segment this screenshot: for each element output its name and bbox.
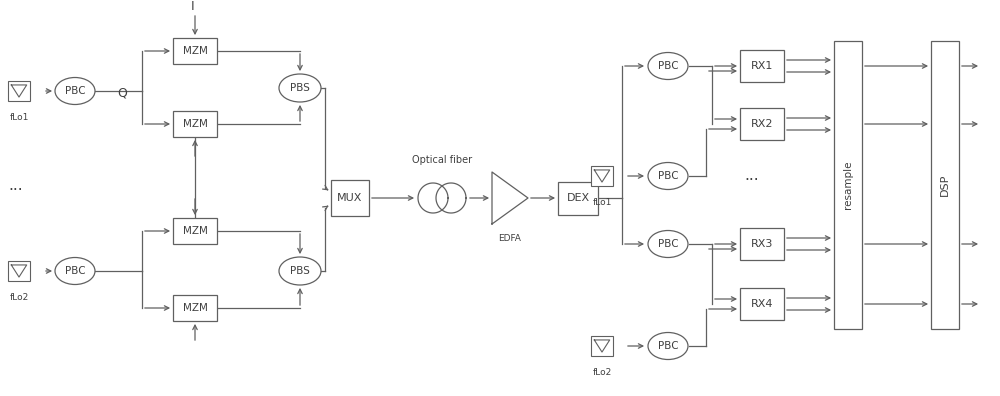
- Text: RX3: RX3: [751, 239, 773, 249]
- Text: RX1: RX1: [751, 61, 773, 71]
- Ellipse shape: [648, 53, 688, 80]
- Ellipse shape: [648, 230, 688, 257]
- Text: resample: resample: [843, 161, 853, 209]
- Text: PBC: PBC: [658, 61, 678, 71]
- Text: MZM: MZM: [183, 226, 207, 236]
- Text: ...: ...: [745, 169, 759, 183]
- Bar: [558, 181, 598, 215]
- Text: I: I: [191, 0, 195, 13]
- Text: PBC: PBC: [658, 341, 678, 351]
- Ellipse shape: [648, 333, 688, 360]
- Text: fLo2: fLo2: [592, 368, 612, 377]
- Text: PBC: PBC: [65, 266, 85, 276]
- Text: ...: ...: [8, 179, 23, 194]
- Bar: [834, 41, 862, 329]
- Text: PBS: PBS: [290, 266, 310, 276]
- Bar: [591, 336, 613, 356]
- Text: Optical fiber: Optical fiber: [412, 155, 472, 165]
- Bar: [740, 288, 784, 320]
- Bar: [331, 180, 369, 216]
- Bar: [740, 108, 784, 140]
- Text: PBC: PBC: [65, 86, 85, 96]
- Bar: [173, 295, 217, 321]
- Text: Q: Q: [117, 87, 127, 100]
- Bar: [8, 81, 30, 101]
- Ellipse shape: [55, 257, 95, 284]
- Ellipse shape: [279, 74, 321, 102]
- Text: fLo1: fLo1: [592, 198, 612, 207]
- Text: MZM: MZM: [183, 303, 207, 313]
- Text: MUX: MUX: [337, 193, 363, 203]
- Text: fLo2: fLo2: [9, 293, 29, 302]
- Ellipse shape: [279, 257, 321, 285]
- Bar: [8, 261, 30, 281]
- Bar: [740, 228, 784, 260]
- Bar: [740, 50, 784, 82]
- Text: MZM: MZM: [183, 46, 207, 56]
- Text: PBC: PBC: [658, 239, 678, 249]
- Text: fLo1: fLo1: [9, 113, 29, 122]
- Ellipse shape: [55, 78, 95, 105]
- Ellipse shape: [648, 162, 688, 190]
- Text: MZM: MZM: [183, 119, 207, 129]
- Text: PBS: PBS: [290, 83, 310, 93]
- Bar: [931, 41, 959, 329]
- Text: RX2: RX2: [751, 119, 773, 129]
- Bar: [173, 38, 217, 64]
- Bar: [173, 218, 217, 244]
- Text: DSP: DSP: [940, 174, 950, 196]
- Bar: [173, 111, 217, 137]
- Text: RX4: RX4: [751, 299, 773, 309]
- Text: PBC: PBC: [658, 171, 678, 181]
- Polygon shape: [492, 172, 528, 224]
- Bar: [591, 166, 613, 186]
- Text: EDFA: EDFA: [499, 234, 521, 243]
- Text: DEX: DEX: [566, 193, 590, 203]
